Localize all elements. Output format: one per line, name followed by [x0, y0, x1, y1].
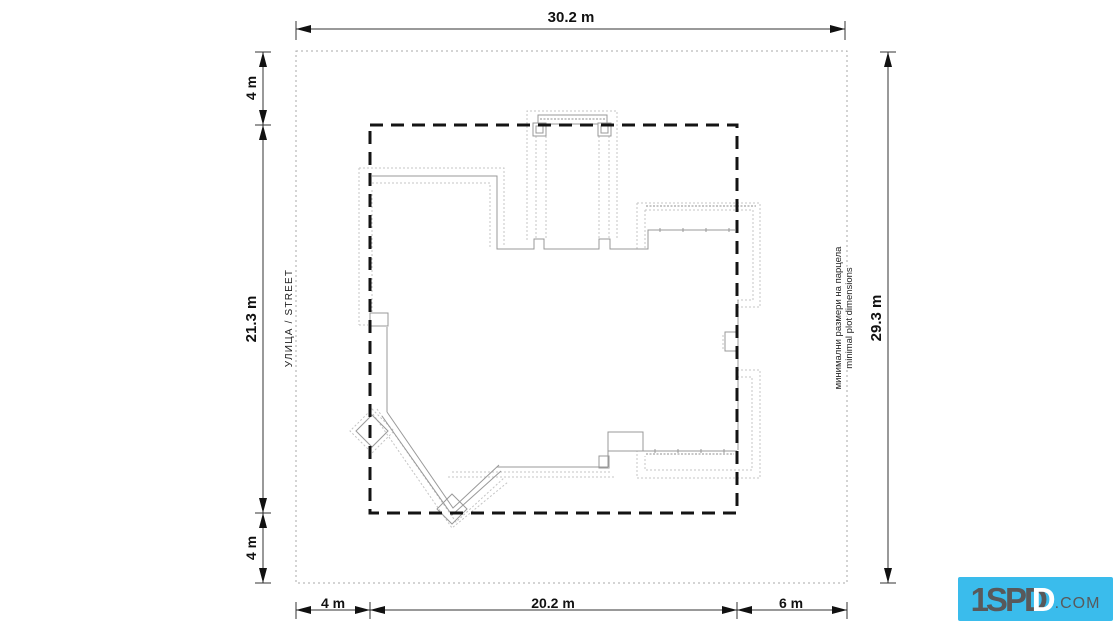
dim-label-left-middle: 21.3 m: [243, 296, 260, 343]
dim-label-bottom-left: 4 m: [321, 595, 345, 611]
house-plan-dotted-lines: [349, 110, 761, 529]
dim-label-bottom-middle: 20.2 m: [531, 595, 575, 611]
logo-suffix: .COM: [1054, 594, 1101, 612]
logo-letter-light: D: [1031, 580, 1056, 618]
dim-label-bottom-right: 6 m: [779, 595, 803, 611]
dim-right: [880, 51, 896, 584]
plot-boundary: [295, 50, 848, 584]
dim-label-left-top: 4 m: [243, 76, 259, 100]
dimension-lines: [255, 21, 896, 619]
house-plan: [349, 110, 761, 529]
dim-left: [255, 51, 271, 584]
logo-brand: 1SP D D: [970, 580, 1056, 618]
house-plan-walls: [355, 175, 739, 525]
logo-letters-dark: 1SP: [970, 580, 1027, 618]
dim-label-left-bottom: 4 m: [243, 536, 259, 560]
house-plan-hatched-edges: [540, 118, 756, 455]
dim-label-right: 29.3 m: [868, 295, 885, 342]
logo-watermark: 1SP D D .COM: [958, 577, 1113, 621]
dim-top: [295, 21, 846, 40]
street-label: УЛИЦА / STREET: [284, 269, 295, 367]
plot-note-en: minimal plot dimensions: [844, 267, 855, 369]
plot-note-bg: минимални размери на парцела: [833, 246, 844, 390]
dim-bottom: [295, 602, 848, 619]
dim-label-top: 30.2 m: [548, 9, 595, 26]
logo-letter-mid: D: [1023, 580, 1048, 618]
